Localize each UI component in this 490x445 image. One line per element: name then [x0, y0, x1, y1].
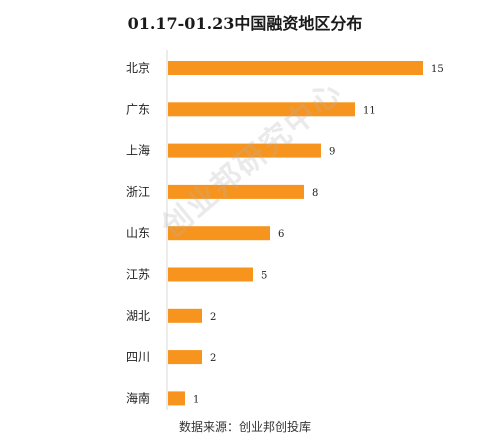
- category-label: 江苏: [126, 268, 150, 282]
- bar: [168, 102, 355, 117]
- bar: [168, 143, 321, 158]
- value-label: 6: [278, 229, 284, 240]
- category-label: 山东: [126, 226, 150, 240]
- category-label: 上海: [126, 143, 150, 158]
- category-label: 广东: [126, 102, 150, 116]
- category-label: 湖北: [126, 308, 150, 323]
- bar: [168, 267, 253, 282]
- value-label: 11: [363, 105, 376, 116]
- value-label: 8: [312, 188, 318, 199]
- bars-group: 北京 15 广东 11 上海 9 浙江 8 山东 6 江苏 5 湖北 2 四川 2 海南 1: [126, 61, 444, 406]
- source-note: 数据来源：创业邦创投库: [178, 420, 311, 434]
- bar: [168, 391, 185, 406]
- category-label: 浙江: [126, 185, 150, 199]
- bar: [168, 184, 304, 199]
- category-label: 海南: [126, 390, 150, 405]
- value-label: 5: [261, 271, 267, 282]
- category-label: 北京: [126, 61, 150, 75]
- bar: [168, 61, 423, 75]
- value-label: 9: [329, 147, 335, 158]
- bar: [168, 226, 270, 241]
- bar: [168, 350, 202, 365]
- value-label: 15: [431, 64, 444, 75]
- bar: [168, 308, 202, 323]
- category-label: 四川: [126, 350, 150, 364]
- value-label: 1: [193, 394, 199, 405]
- value-label: 2: [210, 353, 216, 364]
- value-label: 2: [210, 312, 216, 323]
- chart-title: 01.17-01.23中国融资地区分布: [127, 14, 363, 33]
